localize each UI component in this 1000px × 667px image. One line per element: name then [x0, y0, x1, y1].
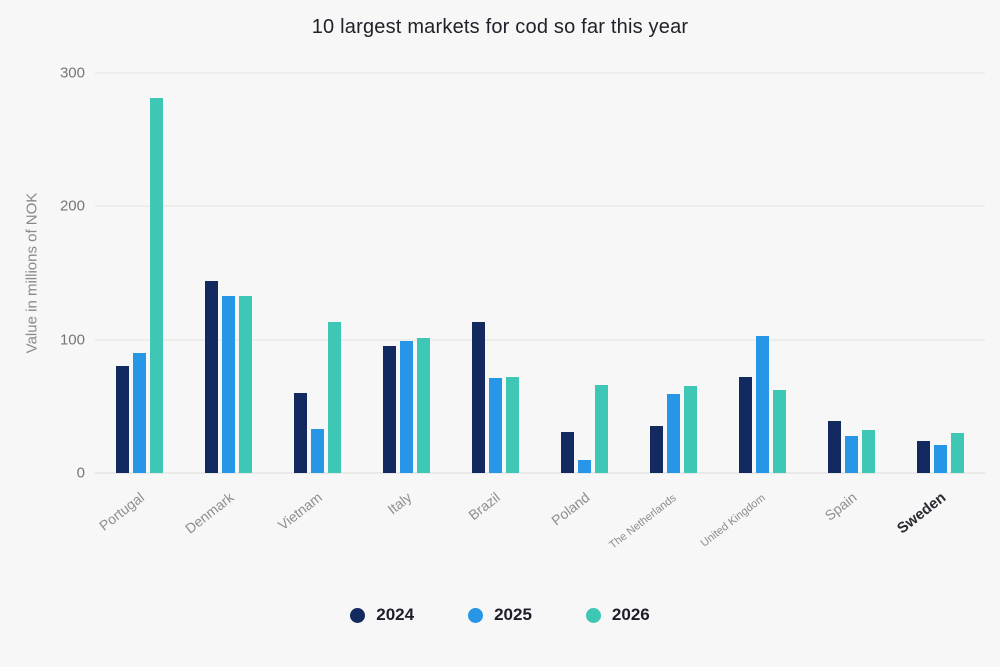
gridline-0 — [95, 472, 985, 474]
bar-2024-sweden — [917, 441, 930, 473]
bar-2025-poland — [578, 459, 591, 473]
bar-group-spain — [828, 421, 875, 473]
bar-2024-poland — [561, 431, 574, 473]
chart-title: 10 largest markets for cod so far this y… — [311, 16, 689, 38]
x-label-united-kingdom: United Kingdom — [698, 492, 768, 550]
y-axis-ticks: 0 100 200 300 — [0, 65, 85, 482]
bar-2024-vietnam — [294, 393, 307, 473]
bar-group-united-kingdom — [739, 335, 786, 473]
gridline-300 — [95, 72, 985, 74]
bar-2025-the-netherlands — [667, 394, 680, 473]
bar-2026-denmark — [239, 295, 252, 473]
bar-group-portugal — [116, 98, 163, 473]
gridline-100 — [95, 339, 985, 341]
bar-2025-sweden — [934, 445, 947, 473]
bar-2026-vietnam — [328, 322, 341, 473]
bar-group-denmark — [205, 281, 252, 473]
bar-2025-spain — [845, 435, 858, 473]
plot-area — [95, 72, 985, 474]
bar-group-sweden — [917, 433, 964, 473]
bar-2026-brazil — [506, 377, 519, 473]
chart-legend: 2024 2025 2026 — [0, 605, 1000, 625]
bar-2025-denmark — [222, 295, 235, 473]
x-axis-labels: Portugal Denmark Vietnam Italy Brazil Poland T… — [95, 483, 985, 593]
bar-2026-united-kingdom — [773, 390, 786, 473]
x-label-italy: Italy — [384, 489, 415, 518]
x-label-the-netherlands: The Netherlands — [607, 492, 679, 552]
legend-item-2025[interactable]: 2025 — [468, 605, 532, 625]
x-label-denmark: Denmark — [181, 489, 237, 537]
bar-2024-italy — [383, 346, 396, 473]
y-tick-0: 0 — [76, 464, 85, 482]
legend-label-2026: 2026 — [611, 605, 650, 624]
y-tick-100: 100 — [59, 331, 85, 349]
x-label-poland: Poland — [548, 489, 593, 529]
bar-groups — [95, 73, 985, 473]
x-label-brazil: Brazil — [465, 489, 504, 524]
bar-2025-portugal — [133, 353, 146, 473]
bar-2026-italy — [417, 338, 430, 473]
legend-dot-2025 — [468, 607, 484, 623]
legend-item-2026[interactable]: 2026 — [585, 605, 650, 625]
bar-2026-spain — [862, 430, 875, 473]
bar-2025-brazil — [489, 378, 502, 473]
bar-group-italy — [383, 338, 430, 473]
bar-2024-denmark — [205, 281, 218, 473]
x-label-sweden: Sweden — [893, 489, 949, 538]
legend-label-2024: 2024 — [376, 605, 415, 624]
bar-group-the-netherlands — [650, 386, 697, 473]
bar-2026-poland — [595, 385, 608, 473]
bar-2026-portugal — [150, 98, 163, 473]
x-label-vietnam: Vietnam — [275, 489, 326, 534]
legend-dot-2026 — [585, 607, 601, 623]
bar-2026-the-netherlands — [684, 386, 697, 473]
bar-2025-italy — [400, 341, 413, 473]
bar-2024-brazil — [472, 322, 485, 473]
bar-2024-united-kingdom — [739, 377, 752, 473]
bar-group-vietnam — [294, 322, 341, 473]
x-label-portugal: Portugal — [96, 489, 148, 534]
bar-2024-the-netherlands — [650, 426, 663, 473]
bar-2024-spain — [828, 421, 841, 473]
legend-item-2024[interactable]: 2024 — [350, 605, 414, 625]
gridline-200 — [95, 205, 985, 207]
bar-2024-portugal — [116, 366, 129, 473]
bar-group-poland — [561, 385, 608, 473]
y-tick-200: 200 — [59, 197, 85, 215]
bar-2025-united-kingdom — [756, 335, 769, 473]
bar-group-brazil — [472, 322, 519, 473]
bar-2025-vietnam — [311, 429, 324, 473]
x-label-spain: Spain — [821, 489, 860, 524]
bar-2026-sweden — [951, 433, 964, 473]
y-tick-300: 300 — [59, 64, 85, 82]
legend-dot-2024 — [350, 607, 366, 623]
legend-label-2025: 2025 — [494, 605, 532, 624]
